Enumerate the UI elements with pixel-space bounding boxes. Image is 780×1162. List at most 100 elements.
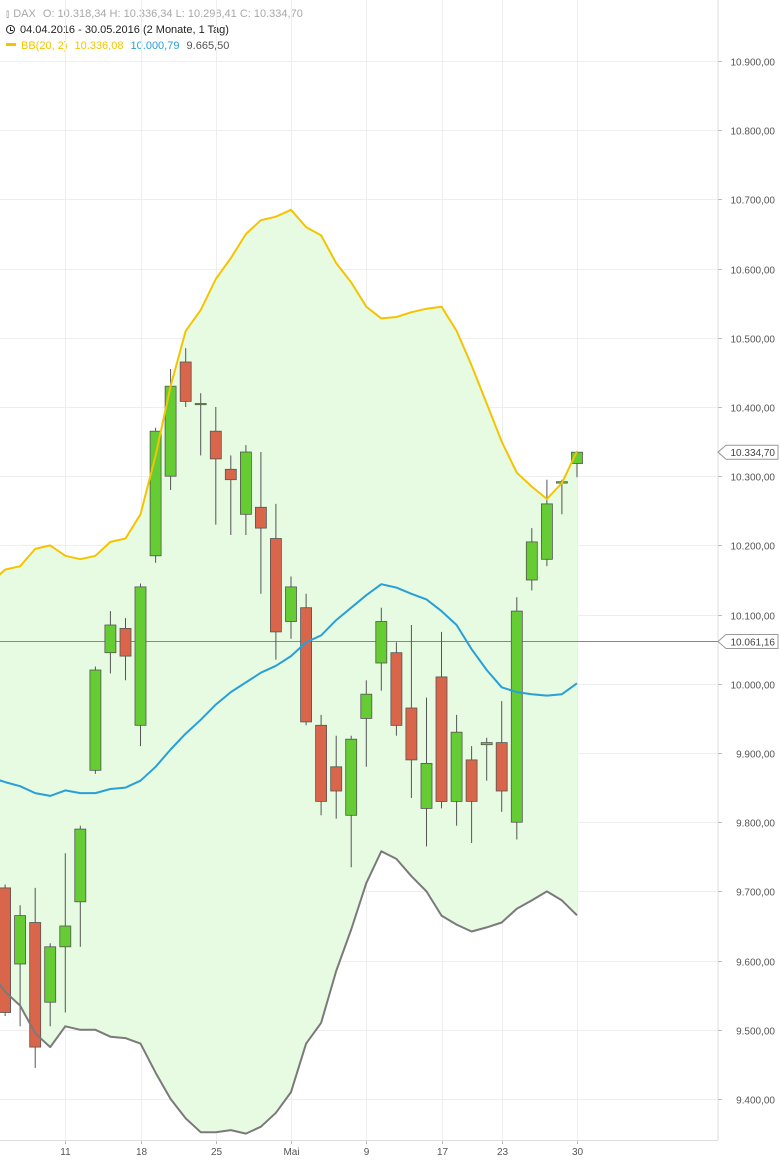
reference-price-label: 10.061,16 (731, 637, 776, 648)
candle[interactable] (89, 666, 102, 774)
x-tick-label: 18 (136, 1147, 148, 1158)
bb-upper-line (0, 208, 578, 576)
bb-label: BB(20, 2) (21, 40, 68, 52)
y-tick-label: 10.400,00 (731, 404, 776, 415)
bb-line-icon (6, 43, 16, 46)
candle-body (525, 541, 538, 581)
candle-body (375, 621, 388, 664)
x-tick-label: 25 (211, 1147, 223, 1158)
candle-body (239, 451, 252, 515)
candle-body (254, 506, 267, 529)
candle[interactable] (480, 737, 493, 781)
candle-body (29, 922, 42, 1048)
candle[interactable] (44, 943, 57, 1027)
candle[interactable] (435, 631, 448, 809)
candle[interactable] (149, 427, 162, 563)
candle-body (345, 738, 358, 816)
candle-body (465, 759, 478, 802)
candle[interactable] (375, 607, 388, 691)
y-tick-label: 10.200,00 (731, 542, 776, 553)
candle[interactable] (330, 735, 343, 819)
y-tick-label: 9.900,00 (736, 750, 775, 761)
bb-lower-line (0, 850, 578, 1135)
candle-body (360, 693, 373, 719)
candle-body (420, 763, 433, 809)
candle[interactable] (29, 887, 42, 1068)
candle[interactable] (510, 597, 523, 840)
y-tick-label: 10.100,00 (731, 612, 776, 623)
candle-body (224, 468, 237, 481)
symbol-label: DAX (13, 8, 36, 20)
candle-body (300, 607, 313, 723)
candle-body (315, 724, 328, 802)
candle[interactable] (194, 393, 207, 456)
candle-body (59, 925, 72, 948)
bb-upper-value: 10.336,08 (74, 40, 124, 52)
x-tick-label: 17 (437, 1147, 449, 1158)
y-tick-label: 10.700,00 (731, 196, 776, 207)
x-tick-label: 30 (572, 1147, 584, 1158)
candle[interactable] (360, 680, 373, 767)
candle[interactable] (495, 701, 508, 812)
x-tick-label: 11 (60, 1147, 71, 1158)
candle-body (74, 828, 87, 903)
y-tick-label: 10.500,00 (731, 335, 776, 346)
candle-body (390, 652, 403, 726)
candle-body (510, 610, 523, 823)
candle[interactable] (315, 714, 328, 816)
candle[interactable] (390, 642, 403, 736)
candle[interactable] (300, 593, 313, 726)
candle[interactable] (74, 825, 87, 947)
period-label: 04.04.2016 - 30.05.2016 (2 Monate, 1 Tag… (20, 24, 229, 36)
candle[interactable] (0, 884, 11, 1017)
y-tick-label: 10.600,00 (731, 266, 776, 277)
last-price-label: 10.334,70 (731, 448, 776, 459)
candle-body (405, 707, 418, 761)
y-tick-label: 10.300,00 (731, 473, 776, 484)
candle-body (285, 586, 297, 622)
candle[interactable] (209, 407, 222, 525)
candle[interactable] (179, 348, 192, 407)
candle[interactable] (465, 746, 478, 843)
y-tick-label: 10.000,00 (731, 681, 776, 692)
bollinger-band-fill (0, 209, 577, 1134)
legend-bollinger: BB(20, 2) 10.336,08 10.000,79 9.665,50 (6, 38, 229, 54)
y-tick-label: 9.700,00 (736, 888, 775, 899)
candle-body (119, 628, 132, 657)
y-tick-label: 9.400,00 (736, 1096, 775, 1107)
candle[interactable] (525, 528, 538, 591)
candle-body (541, 503, 553, 560)
candle-body (0, 887, 11, 1013)
candle[interactable] (224, 455, 237, 535)
candle[interactable] (59, 853, 72, 1013)
x-tick-label: Mai (283, 1147, 299, 1158)
candle[interactable] (285, 576, 297, 639)
candle[interactable] (104, 611, 117, 674)
candle-body (14, 915, 27, 965)
candle[interactable] (254, 452, 267, 594)
candle[interactable] (269, 503, 282, 660)
candle-body (134, 586, 147, 726)
y-tick-label: 9.500,00 (736, 1027, 775, 1038)
candle-body (330, 766, 343, 792)
reference-price-tag (717, 633, 779, 649)
candle[interactable] (134, 583, 147, 747)
bb-middle-value: 10.000,79 (130, 40, 180, 52)
bb-middle-line (0, 583, 578, 797)
candle[interactable] (541, 479, 553, 567)
y-tick-label: 10.900,00 (731, 58, 776, 69)
candle-body (209, 430, 222, 460)
y-tick-label: 9.600,00 (736, 958, 775, 969)
x-tick-label: 9 (364, 1147, 370, 1158)
ohlc-bars-icon: ⫾ (6, 9, 10, 20)
candle[interactable] (420, 697, 433, 847)
candle[interactable] (450, 714, 463, 826)
candle-body (179, 361, 192, 402)
candle[interactable] (345, 735, 358, 868)
clock-icon (6, 25, 15, 34)
candle[interactable] (239, 445, 252, 535)
candle[interactable] (405, 625, 418, 798)
y-tick-label: 10.800,00 (731, 127, 776, 138)
candle[interactable] (119, 618, 132, 681)
